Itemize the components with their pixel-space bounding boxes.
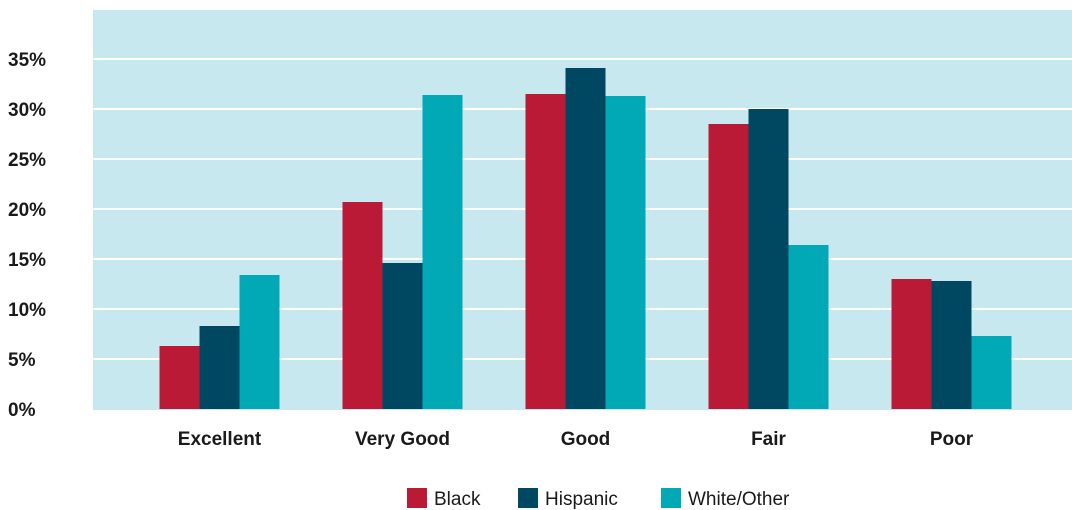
legend-swatch: [518, 488, 538, 508]
y-tick-label: 35%: [8, 50, 46, 71]
bar-hispanic-very-good: [382, 263, 423, 409]
bar-black-very-good: [342, 202, 383, 409]
legend-swatch: [407, 488, 427, 508]
x-category-label: Very Good: [355, 429, 450, 450]
bar-black-excellent: [159, 346, 200, 409]
bar-white-other-good: [605, 96, 646, 409]
y-tick-label: 15%: [8, 250, 46, 271]
x-category-label: Good: [561, 429, 611, 450]
bar-hispanic-excellent: [199, 326, 240, 409]
y-tick-label: 25%: [8, 150, 46, 171]
legend-label: Black: [434, 489, 481, 510]
bar-black-poor: [891, 279, 932, 409]
x-axis-category-labels: Excellent Very Good Good Fair Poor: [178, 429, 974, 450]
bar-hispanic-good: [565, 68, 606, 409]
bars: [159, 68, 1012, 409]
bar-white-other-poor: [971, 336, 1012, 409]
y-axis-tick-labels: 0% 5% 10% 15% 20% 25% 30% 35%: [8, 50, 46, 421]
y-tick-label: 20%: [8, 200, 46, 221]
legend: Black Hispanic White/Other: [407, 488, 790, 510]
y-tick-label: 10%: [8, 300, 46, 321]
x-category-label: Poor: [930, 429, 974, 450]
x-category-label: Fair: [751, 429, 786, 450]
x-category-label: Excellent: [178, 429, 262, 450]
y-tick-label: 0%: [8, 400, 36, 421]
legend-label: Hispanic: [545, 489, 618, 510]
bar-hispanic-poor: [931, 281, 972, 409]
y-tick-label: 30%: [8, 100, 46, 121]
bar-white-other-excellent: [239, 275, 280, 409]
bar-hispanic-fair: [748, 109, 789, 409]
legend-label: White/Other: [688, 489, 790, 510]
bar-black-good: [525, 94, 566, 409]
bar-white-other-very-good: [422, 95, 463, 409]
legend-swatch: [661, 488, 681, 508]
bar-white-other-fair: [788, 245, 829, 409]
bar-black-fair: [708, 124, 749, 409]
y-tick-label: 5%: [8, 350, 36, 371]
